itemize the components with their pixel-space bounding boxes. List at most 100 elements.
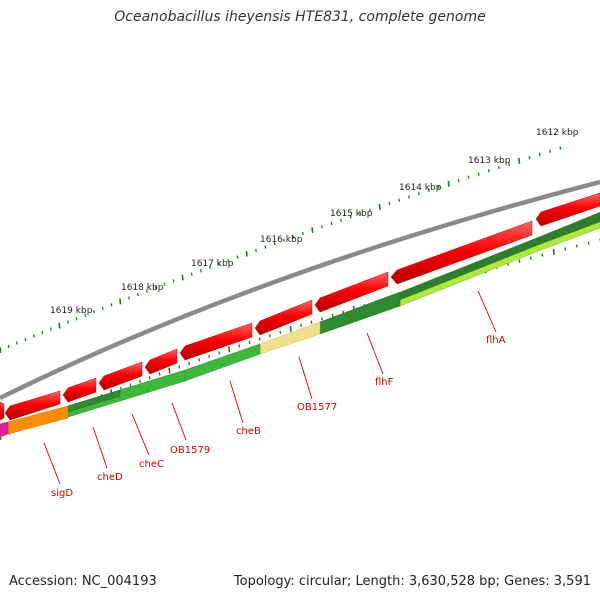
scale-tick <box>119 298 122 305</box>
track-tick <box>321 317 324 321</box>
scale-tick <box>145 289 148 293</box>
scale-tick <box>245 250 248 257</box>
track-tick <box>518 259 521 263</box>
gene-arrow[interactable] <box>0 401 5 421</box>
scale-label-1614: 1614 kbp <box>399 183 442 193</box>
scale-tick <box>408 195 411 199</box>
scale-tick <box>320 225 323 229</box>
scale-tick <box>24 337 27 342</box>
scale-label-1613: 1613 kbp <box>468 156 511 166</box>
scale-tick <box>273 241 276 246</box>
scale-tick <box>437 185 440 189</box>
track-tick <box>238 344 241 348</box>
scale-tick <box>487 169 490 173</box>
gene-arrow[interactable] <box>4 390 61 421</box>
track-tick <box>310 320 313 324</box>
scale-tick <box>67 320 69 324</box>
scale-tick <box>292 235 295 239</box>
scale-tick <box>136 292 139 297</box>
scale-tick <box>538 152 541 157</box>
gene-arrow[interactable] <box>62 377 97 403</box>
scale-labels: 1612 kbp 1613 kbp 1614 kbp 1615 kbp 1616… <box>50 128 579 316</box>
scale-tick <box>349 215 352 219</box>
track-tick <box>529 256 532 260</box>
scale-tick <box>208 265 211 269</box>
scale-label-1618: 1618 kbp <box>121 283 164 293</box>
scale-tick <box>283 238 285 242</box>
scale-tick <box>549 149 551 153</box>
gene-arrow[interactable] <box>179 322 253 361</box>
genome-backbone <box>0 179 600 401</box>
gene-label-flhF[interactable]: flhF <box>375 377 394 388</box>
scale-tick <box>32 334 35 338</box>
scale-tick <box>181 274 184 281</box>
track-tick <box>178 365 181 369</box>
gene-flhA-band <box>400 212 600 300</box>
scale-label-1617: 1617 kbp <box>191 259 234 269</box>
track-tick <box>188 361 191 366</box>
scale-ticks <box>0 146 600 440</box>
scale-tick <box>467 175 470 179</box>
track-tick <box>129 383 132 387</box>
gene-unlabeled-magenta[interactable] <box>0 421 9 438</box>
genome-summary: Topology: circular; Length: 3,630,528 bp… <box>233 574 591 589</box>
scale-label-1619: 1619 kbp <box>50 306 93 316</box>
scale-tick <box>311 227 314 234</box>
gene-label-cheD[interactable]: cheD <box>97 472 123 483</box>
scale-tick <box>101 306 104 310</box>
scale-tick <box>236 255 239 259</box>
scale-tick <box>190 272 193 276</box>
forward-strand-genes <box>0 192 600 421</box>
scale-tick <box>93 310 95 314</box>
track-tick <box>541 253 544 257</box>
track-tick <box>552 249 555 255</box>
scale-tick <box>49 327 52 331</box>
scale-tick <box>477 172 480 176</box>
gene-label-OB1579[interactable]: OB1579 <box>170 445 210 456</box>
reverse-strand-genes <box>0 212 600 438</box>
scale-tick <box>0 347 2 353</box>
scale-tick <box>388 201 391 206</box>
scale-tick <box>154 286 157 290</box>
scale-label-1612: 1612 kbp <box>536 128 579 138</box>
gene-label-OB1577[interactable]: OB1577 <box>297 402 337 413</box>
scale-tick <box>528 156 531 160</box>
gene-label-flhA[interactable]: flhA <box>486 335 506 346</box>
scale-tick <box>110 303 113 307</box>
scale-tick <box>457 178 460 183</box>
track-tick <box>198 358 201 362</box>
gene-arrow[interactable] <box>390 220 533 285</box>
scale-tick <box>41 330 44 335</box>
gene-label-cheB[interactable]: cheB <box>236 426 261 437</box>
gene-label-sigD[interactable]: sigD <box>51 488 73 499</box>
track-tick <box>168 367 171 374</box>
track-tick <box>331 313 334 318</box>
track-tick <box>248 340 251 345</box>
gene-arrow[interactable] <box>314 271 389 313</box>
label-leaders <box>43 290 497 485</box>
gene-label-cheC[interactable]: cheC <box>139 459 164 470</box>
accession-text: Accession: NC_004193 <box>9 574 157 589</box>
scale-tick <box>218 262 220 266</box>
scale-tick <box>330 221 333 226</box>
track-tick <box>300 323 303 328</box>
scale-tick <box>7 344 10 349</box>
scale-tick <box>128 296 130 300</box>
gene-labels: flhA flhF OB1577 cheB OB1579 cheC cheD s… <box>51 335 506 499</box>
track-tick <box>269 334 271 338</box>
gene-arrow[interactable] <box>254 299 313 336</box>
track-tick <box>208 354 211 359</box>
track-tick <box>218 351 221 355</box>
gene-arrow[interactable] <box>535 192 600 227</box>
leader-sigD <box>43 442 61 485</box>
track-tick <box>564 247 567 251</box>
gene-arrow[interactable] <box>98 361 143 391</box>
scale-tick <box>75 317 78 321</box>
scale-tick <box>199 269 202 273</box>
scale-tick <box>16 341 18 345</box>
leader-cheC <box>131 413 150 456</box>
gene-arrow[interactable] <box>144 348 178 375</box>
scale-tick <box>497 165 500 170</box>
scale-tick <box>84 313 87 317</box>
